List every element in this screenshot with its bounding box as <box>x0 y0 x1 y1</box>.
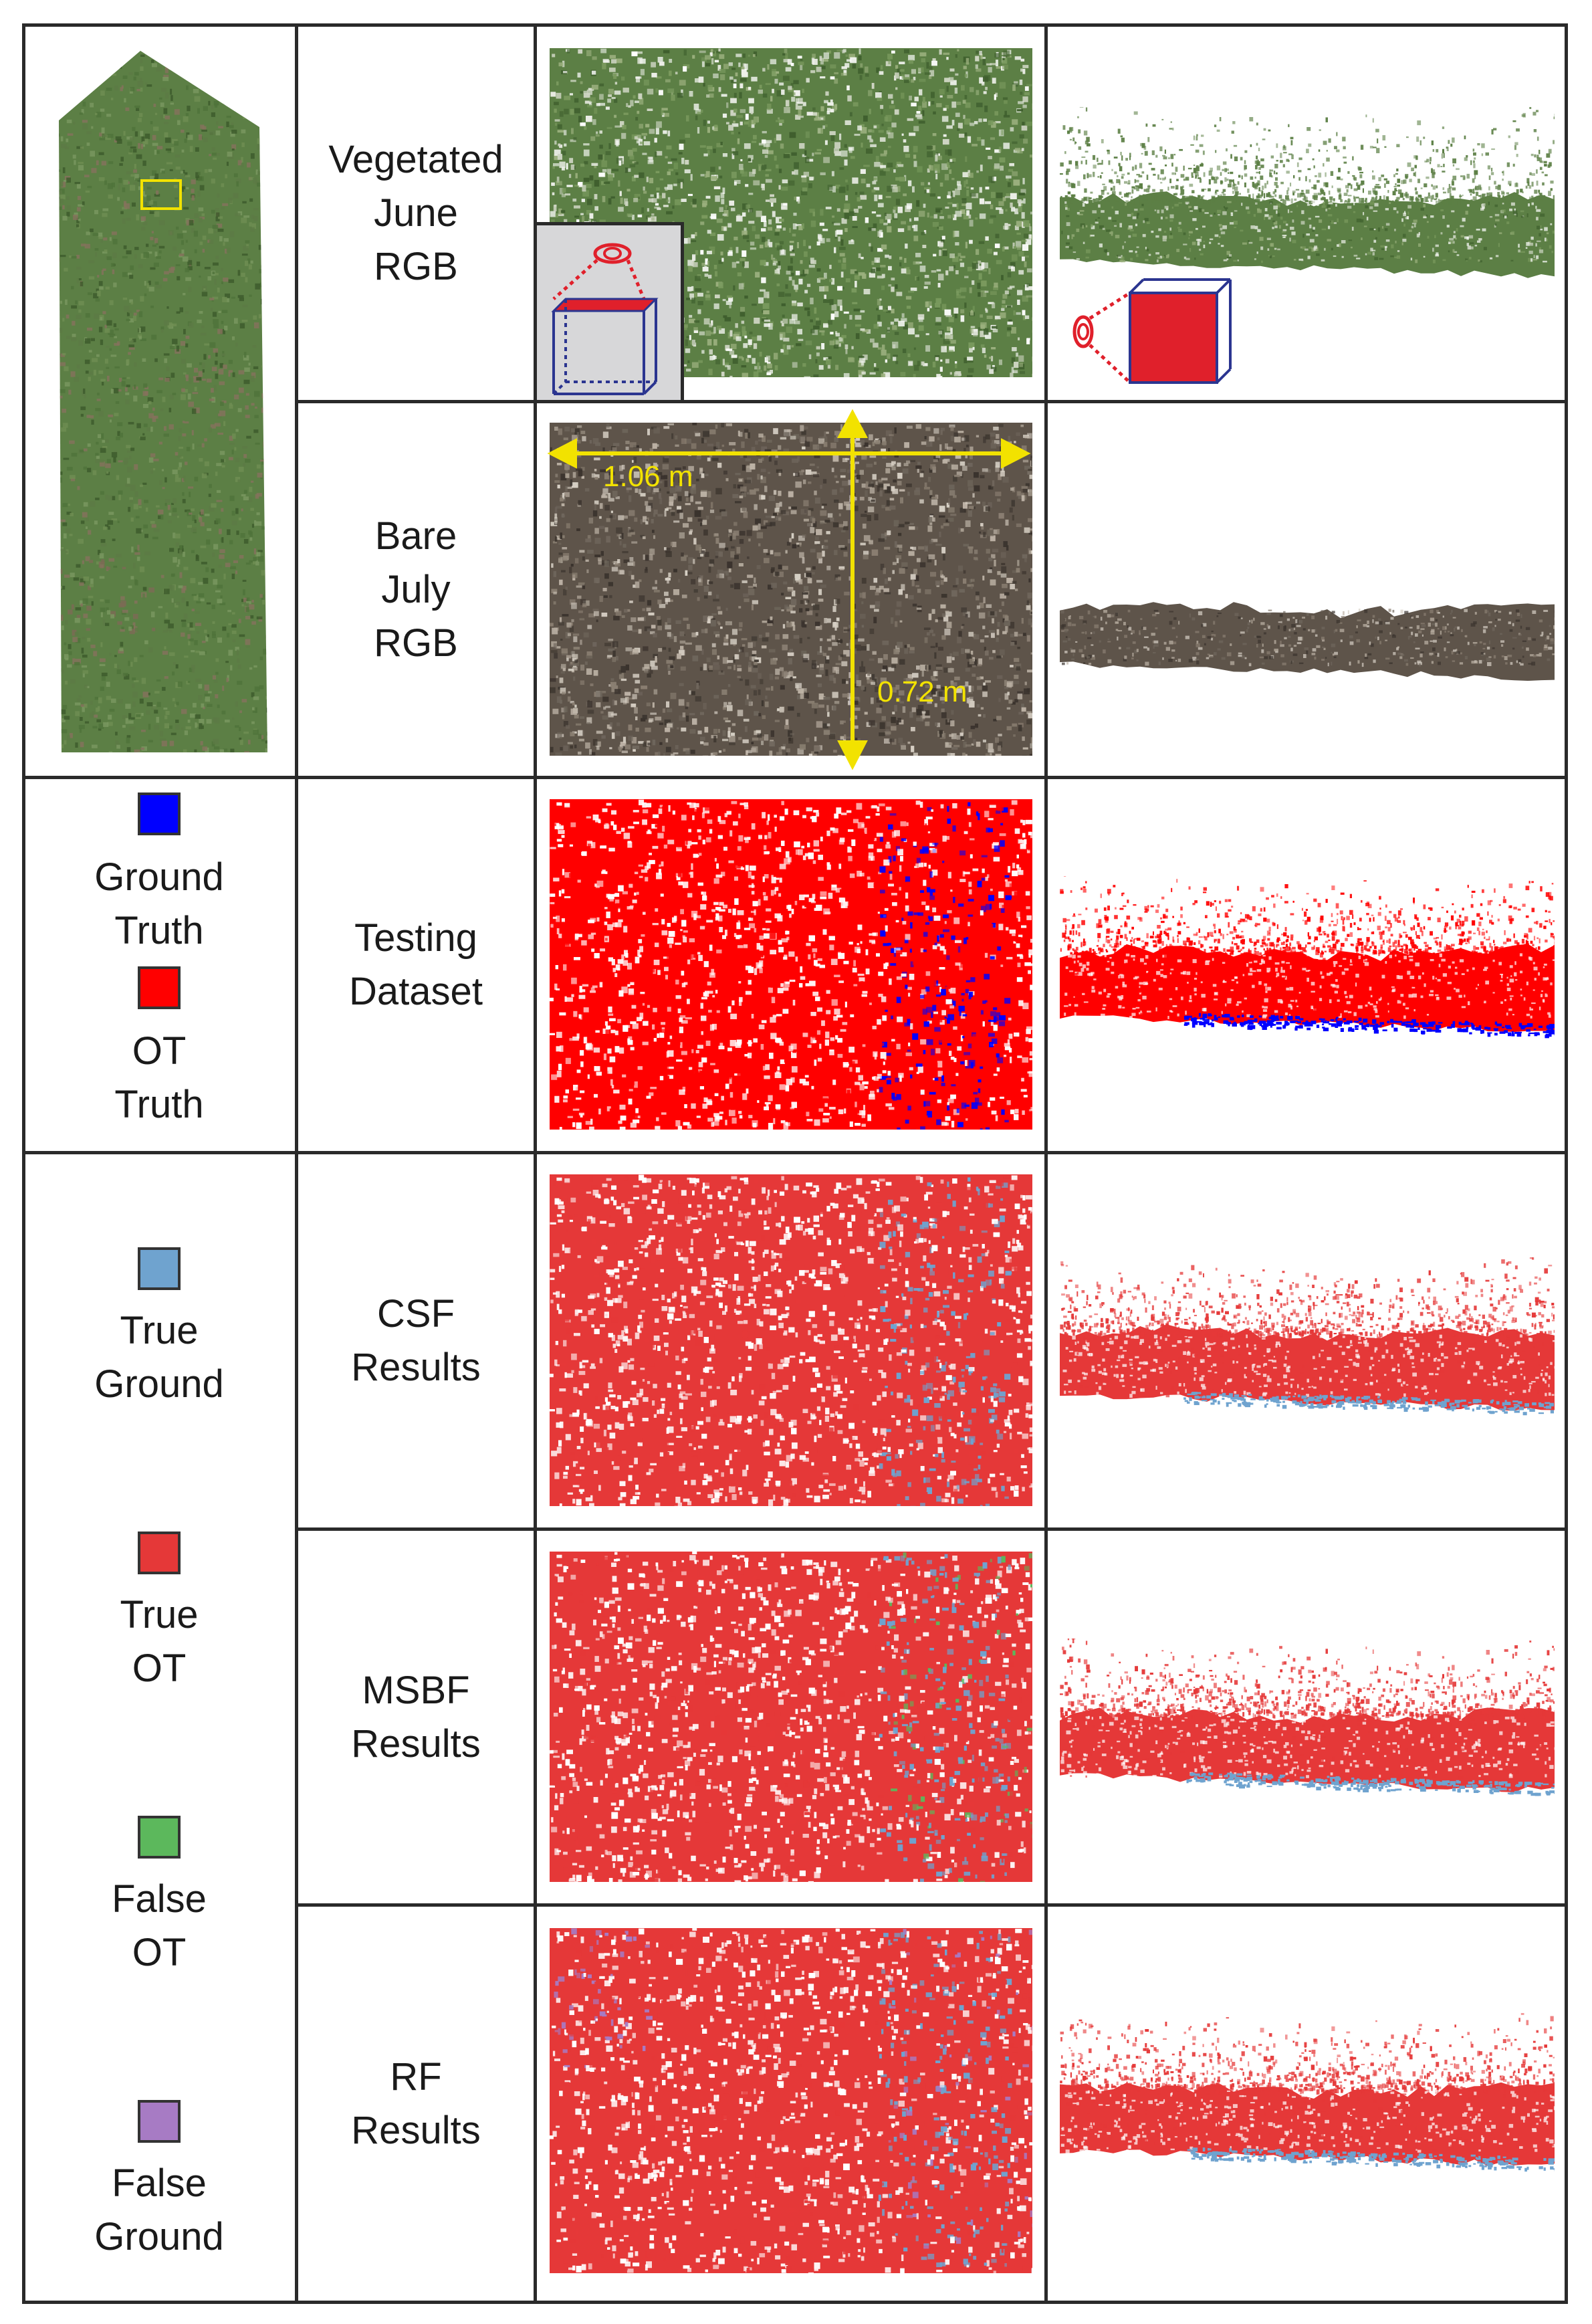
label-line: Bare <box>375 510 457 563</box>
row-label-vegetated: Vegetated June RGB <box>298 27 534 400</box>
legend-line: OT <box>12 1642 306 1695</box>
row-divider-5 <box>295 1903 1568 1907</box>
side-view-camera-diagram <box>1056 268 1270 388</box>
label-line: RGB <box>374 240 458 294</box>
label-line: Testing <box>354 912 477 965</box>
legend-label-ground-truth: Ground Truth <box>12 851 306 958</box>
row-divider-4 <box>295 1527 1568 1531</box>
label-line: Vegetated <box>328 133 503 187</box>
row-label-testing: Testing Dataset <box>298 779 534 1151</box>
legend-label-false-ground: False Ground <box>12 2157 306 2264</box>
legend-line: Truth <box>12 1078 306 1132</box>
column-divider-2 <box>534 23 537 2304</box>
label-line: RGB <box>374 617 458 670</box>
legend-label-false-ot: False OT <box>12 1873 306 1980</box>
width-measurement-label: 1.06 m <box>603 460 693 494</box>
label-line: June <box>374 187 458 240</box>
rf-side-view-image <box>1060 2013 1555 2187</box>
table-border-top <box>22 23 1568 27</box>
row-divider-1 <box>295 400 1568 403</box>
msbf-top-view-image <box>550 1552 1032 1882</box>
legend-line: True <box>12 1304 306 1358</box>
msbf-side-view-image <box>1060 1639 1555 1812</box>
top-view-camera-inset <box>537 222 684 400</box>
legend-swatch-ot-truth <box>138 966 181 1009</box>
label-line: RF <box>390 2050 441 2104</box>
label-line: Results <box>351 1717 480 1771</box>
table-border-left <box>22 23 25 2304</box>
label-line: Results <box>351 2104 480 2157</box>
legend-line: Ground <box>12 1358 306 1411</box>
label-line: MSBF <box>362 1664 469 1717</box>
row-label-csf: CSF Results <box>298 1154 534 1527</box>
table-border-right <box>1565 23 1568 2304</box>
column-divider-3 <box>1044 23 1048 2304</box>
testing-side-view-image <box>1060 876 1555 1050</box>
row-label-bare: Bare July RGB <box>298 403 534 776</box>
legend-swatch-ground-truth <box>138 793 181 835</box>
legend-line: Ground <box>12 851 306 904</box>
testing-top-view-image <box>550 799 1032 1130</box>
camera-icon <box>552 243 646 300</box>
field-overview-image <box>53 47 274 756</box>
label-line: Dataset <box>349 965 483 1019</box>
legend-line: OT <box>12 1025 306 1078</box>
rf-top-view-image <box>550 1928 1032 2273</box>
label-line: CSF <box>377 1287 455 1341</box>
measurement-arrows <box>547 409 1031 770</box>
row-label-msbf: MSBF Results <box>298 1531 534 1903</box>
width-arrow-head-right <box>1001 438 1031 469</box>
legend-line: Truth <box>12 904 306 958</box>
bare-side-view-image <box>1060 575 1555 682</box>
csf-side-view-image <box>1060 1257 1555 1431</box>
row-label-rf: RF Results <box>298 1907 534 2301</box>
vegetated-side-view-image <box>1060 107 1555 308</box>
legend-line: True <box>12 1588 306 1642</box>
sample-area-marker <box>140 179 182 210</box>
bare-top-view-image <box>550 423 1032 756</box>
legend-swatch-true-ot <box>138 1531 181 1574</box>
height-arrow-head-top <box>837 409 868 438</box>
width-arrow-head-left <box>547 438 577 469</box>
height-measurement-label: 0.72 m <box>877 675 968 709</box>
table-border-bottom <box>22 2301 1568 2304</box>
legend-swatch-true-ground <box>138 1247 181 1290</box>
legend-label-ot-truth: OT Truth <box>12 1025 306 1132</box>
legend-line: OT <box>12 1926 306 1980</box>
csf-top-view-image <box>550 1174 1032 1506</box>
legend-label-true-ground: True Ground <box>12 1304 306 1411</box>
column-divider-1 <box>295 23 298 2304</box>
label-line: July <box>381 563 450 617</box>
row-divider-2 <box>22 776 1568 779</box>
legend-label-true-ot: True OT <box>12 1588 306 1695</box>
row-divider-3 <box>22 1151 1568 1154</box>
height-arrow-head-bottom <box>837 740 868 770</box>
legend-line: Ground <box>12 2210 306 2264</box>
camera-icon <box>1072 291 1131 384</box>
cube-icon <box>551 298 659 395</box>
legend-line: False <box>12 1873 306 1926</box>
label-line: Results <box>351 1341 480 1394</box>
legend-swatch-false-ot <box>138 1816 181 1859</box>
legend-swatch-false-ground <box>138 2100 181 2143</box>
legend-line: False <box>12 2157 306 2210</box>
cube-icon <box>1129 278 1232 384</box>
